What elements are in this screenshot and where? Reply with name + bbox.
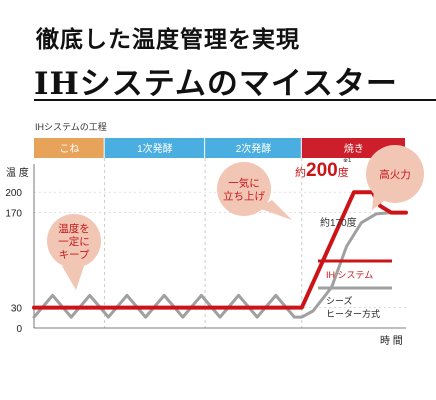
phase-label: こね	[59, 143, 79, 155]
y-tick-label: 30	[11, 304, 23, 315]
peak-footnote: ※1	[343, 157, 352, 164]
annotations: 約200度※1 約170度	[295, 157, 357, 229]
y-tick-label: 0	[16, 324, 22, 335]
y-tick-label: 200	[5, 188, 22, 199]
callout-bubble: 高火力	[366, 145, 424, 210]
callout-text: 立ち上げ	[223, 190, 265, 203]
callout-text: キープ	[59, 249, 90, 261]
legend-label-sheath: ヒーター方式	[326, 308, 380, 319]
callout-text: 一定に	[58, 235, 90, 248]
x-axis-label: 時 間	[380, 335, 403, 347]
phase-label: 焼き	[344, 143, 364, 155]
page-title: IHシステムのマイスター	[34, 66, 398, 102]
phase-label: 2次発酵	[236, 142, 272, 155]
phase-segment	[34, 138, 104, 158]
phase-bar: こね 1次発酵 2次発酵 焼き	[34, 138, 405, 158]
chart-title: IHシステムの工程	[35, 122, 107, 132]
series-line	[32, 211, 408, 319]
y-tick-label: 170	[5, 209, 22, 220]
callout-tail	[258, 200, 292, 220]
phase-segment	[104, 138, 205, 158]
headline: 徹底した温度管理を実現	[36, 26, 300, 53]
callout-circle	[366, 145, 424, 203]
callout-circle	[217, 162, 271, 216]
callout-text: 高火力	[379, 168, 411, 181]
callout-text: 一気に	[228, 177, 260, 190]
callout-tail	[62, 266, 84, 290]
header-divider	[34, 99, 436, 101]
phase-segment	[205, 138, 301, 158]
callout-text: 温度を	[58, 222, 90, 235]
process-chart: IHシステムの工程 こね 1次発酵 2次発酵 焼き 200 170 30 0 温 度 時 間…	[5, 122, 424, 347]
peak-annotation: 約200度	[295, 160, 349, 181]
legend-label-sheath: シーズ	[326, 295, 353, 306]
phase-label: 1次発酵	[137, 142, 173, 155]
legend-label-ih: IH システム	[326, 270, 373, 280]
secondary-annotation: 約170度	[320, 216, 357, 229]
y-axis-label: 温 度	[6, 166, 29, 179]
callout-circle	[47, 214, 101, 268]
